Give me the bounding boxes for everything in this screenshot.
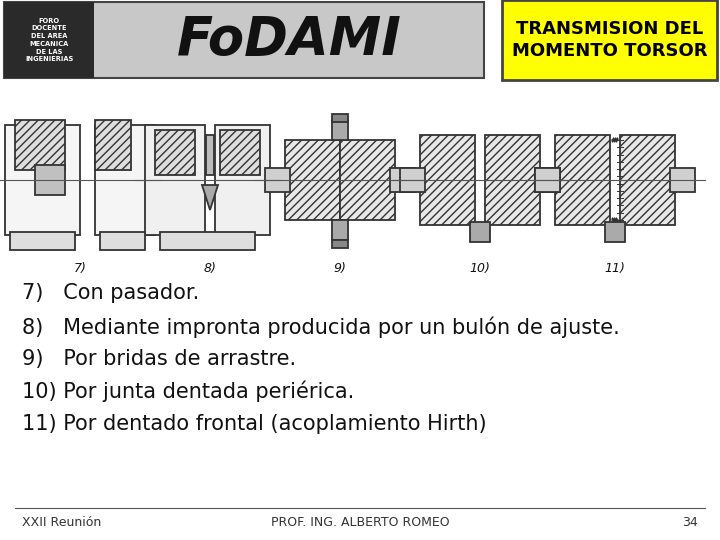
Text: XXII Reunión: XXII Reunión [22,516,102,529]
Bar [620,135,675,225]
Bar [332,220,348,240]
Bar [605,222,625,242]
Bar [265,168,290,192]
Bar [332,240,348,248]
Bar [10,232,75,250]
Text: 10): 10) [469,262,490,275]
Text: 8)   Mediante impronta producida por un bulón de ajuste.: 8) Mediante impronta producida por un bu… [22,316,620,338]
Bar [400,168,425,192]
Bar [420,135,475,225]
Bar [220,130,260,175]
Text: FoDAMI: FoDAMI [176,14,402,66]
Bar [485,135,540,225]
Text: TRANSMISION DEL
MOMENTO TORSOR: TRANSMISION DEL MOMENTO TORSOR [512,19,707,60]
Text: 7): 7) [73,262,86,275]
Bar [155,130,195,175]
Bar [332,120,348,140]
Bar [340,140,395,220]
Text: 7)   Con pasador.: 7) Con pasador. [22,283,199,303]
Bar [670,168,695,192]
Bar [95,125,155,235]
Polygon shape [202,185,218,210]
Bar [160,232,255,250]
Bar [100,232,145,250]
Bar [535,168,560,192]
Text: 34: 34 [683,516,698,529]
Bar [215,125,270,235]
Bar [285,140,340,220]
Text: 8): 8) [204,262,217,275]
Bar [145,125,205,235]
Text: 9)   Por bridas de arrastre.: 9) Por bridas de arrastre. [22,349,296,369]
Bar [390,168,415,192]
Bar [555,135,610,225]
Bar [4,2,94,78]
Bar [15,120,65,170]
Bar [4,2,484,78]
Text: 11): 11) [605,262,626,275]
Text: 11) Por dentado frontal (acoplamiento Hirth): 11) Por dentado frontal (acoplamiento Hi… [22,414,487,434]
Text: 9): 9) [333,262,346,275]
Text: 10) Por junta dentada periérica.: 10) Por junta dentada periérica. [22,380,354,402]
Bar [95,120,131,170]
Bar [332,114,348,122]
Bar [470,222,490,242]
Bar [502,0,717,80]
Bar [206,135,214,175]
Bar [35,165,65,195]
Bar [5,125,80,235]
Text: FORO
DOCENTE
DEL AREA
MECANICA
DE LAS
INGENIERIAS: FORO DOCENTE DEL AREA MECANICA DE LAS IN… [25,18,73,63]
Bar [535,168,560,192]
Text: PROF. ING. ALBERTO ROMEO: PROF. ING. ALBERTO ROMEO [271,516,449,529]
